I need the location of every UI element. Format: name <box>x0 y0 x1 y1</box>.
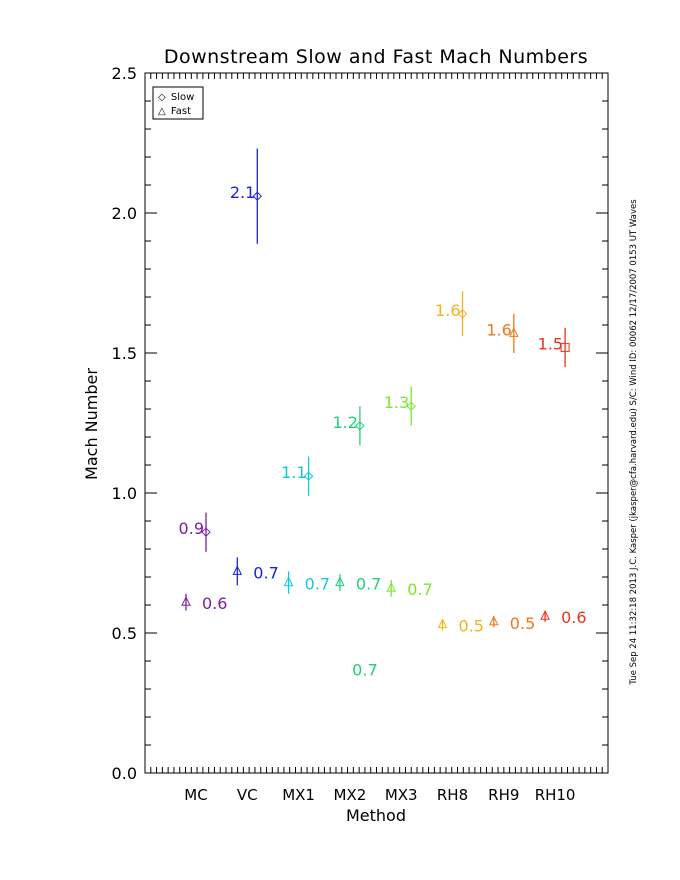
data-point: 1.3 <box>384 386 416 426</box>
x-category-label: VC <box>237 786 258 804</box>
triangle-marker <box>335 576 345 587</box>
data-marks: 0.92.11.11.21.31.61.61.50.60.70.7 0.7 0.70… <box>179 148 587 679</box>
data-point: 1.5 <box>538 327 570 367</box>
data-point: 0.5 <box>437 617 484 636</box>
diamond-marker <box>457 309 468 319</box>
data-label: 1.1 <box>281 463 306 482</box>
data-point: 0.7 <box>283 571 330 594</box>
data-label: 1.3 <box>384 393 409 412</box>
legend-slow-label: Slow <box>171 92 194 103</box>
data-point: 0.7 <box>335 574 381 594</box>
triangle-marker <box>488 615 499 626</box>
x-category-label: RH8 <box>437 786 468 804</box>
legend-slow-symbol: ◇ <box>158 92 166 103</box>
data-label: 0.5 <box>459 617 484 636</box>
legend-box <box>152 86 204 120</box>
annotation-label: 0.7 <box>352 660 377 679</box>
diamond-marker <box>252 191 263 201</box>
data-point: 1.1 <box>281 456 314 496</box>
legend-entry-fast: △ Fast <box>158 106 191 117</box>
x-category-label: MX1 <box>282 786 315 804</box>
data-label: 0.7 <box>407 580 432 599</box>
series-fast: 0.6 0.7 0.7 0.7 0.7 0.5 0.5 0.6 <box>181 557 587 636</box>
triangle-marker <box>283 576 294 587</box>
x-category-label: MX2 <box>334 786 367 804</box>
data-label: 1.2 <box>332 413 357 432</box>
data-label: 0.7 <box>305 575 330 594</box>
y-axis-label: Mach Number <box>82 368 101 480</box>
data-label: 0.5 <box>510 614 535 633</box>
x-category-label: MC <box>184 786 207 804</box>
square-marker <box>560 342 570 352</box>
triangle-marker <box>540 610 550 620</box>
legend-entry-slow: ◇ Slow <box>158 92 194 103</box>
x-category-label: RH10 <box>535 786 576 804</box>
x-category-label: MX3 <box>385 786 418 804</box>
data-point: 1.6 <box>486 313 519 353</box>
data-label: 1.6 <box>486 320 511 339</box>
y-tick-label: 1.5 <box>112 344 137 363</box>
data-label: 1.5 <box>538 334 563 353</box>
legend: ◇ Slow △ Fast <box>152 86 204 120</box>
x-category-label: RH9 <box>488 786 519 804</box>
data-point: 0.5 <box>488 614 535 633</box>
diamond-marker <box>406 401 416 411</box>
data-point: 0.7 <box>386 579 433 599</box>
triangle-marker <box>232 565 243 575</box>
data-label: 0.6 <box>202 594 227 613</box>
y-tick-label: 1.0 <box>112 484 137 503</box>
diamond-marker <box>201 527 211 537</box>
data-point: 0.9 <box>179 512 211 552</box>
data-point: 0.6 <box>540 608 587 627</box>
triangle-marker <box>508 327 519 337</box>
diamond-marker <box>303 471 314 481</box>
diamond-marker <box>355 421 365 431</box>
data-label: 0.7 <box>356 575 381 594</box>
legend-fast-symbol: △ <box>158 106 166 117</box>
y-axis: 0.0 0.5 1.0 1.5 2.0 2.5 <box>112 64 608 783</box>
y-tick-label: 2.0 <box>112 204 137 223</box>
chart-title: Downstream Slow and Fast Mach Numbers <box>164 46 588 68</box>
data-point: 1.6 <box>435 291 468 337</box>
data-point: 0.7 <box>232 557 279 586</box>
triangle-marker <box>181 596 191 606</box>
legend-fast-label: Fast <box>171 106 191 117</box>
data-point: 1.2 <box>332 406 365 446</box>
triangle-marker <box>386 582 397 592</box>
x-axis: MC VC MX1 MX2 MX3 RH8 RH9 RH10 <box>144 73 609 804</box>
series-slow: 0.9 2.1 1.1 1.2 1.3 1.6 1.6 1.5 <box>179 148 570 552</box>
data-label: 2.1 <box>230 183 255 202</box>
data-point: 2.1 <box>230 148 263 244</box>
data-point: 0.6 <box>181 593 227 613</box>
data-label: 0.7 <box>253 563 278 582</box>
y-tick-label: 0.5 <box>112 624 137 643</box>
y-tick-label: 0.0 <box>112 764 137 783</box>
x-axis-label: Method <box>346 806 406 825</box>
triangle-marker <box>437 618 448 629</box>
y-tick-label: 2.5 <box>112 64 137 83</box>
data-label: 0.6 <box>561 608 586 627</box>
data-label: 1.6 <box>435 301 460 320</box>
side-info-text: Tue Sep 24 11:32:18 2013 J.C. Kasper (jk… <box>629 199 639 686</box>
data-label: 0.9 <box>179 519 204 538</box>
